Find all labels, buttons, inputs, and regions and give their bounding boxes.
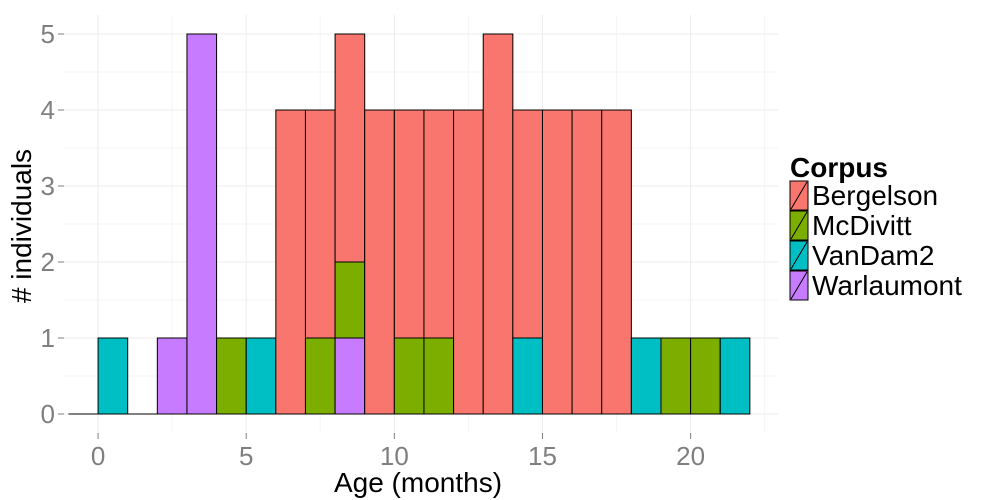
bar-segment-bergelson — [423, 109, 455, 339]
bar-segment-vandam2 — [97, 337, 129, 415]
bar-segment-vandam2 — [245, 337, 277, 415]
bar-segment-warlaumont — [334, 337, 366, 415]
bar-segment-bergelson — [453, 109, 484, 415]
y-tick-label: 5 — [41, 19, 55, 49]
bar-segment-mcdivitt — [304, 337, 336, 415]
y-tick-label: 1 — [41, 323, 55, 353]
x-tick-label: 10 — [380, 441, 409, 471]
bar-segment-bergelson — [275, 109, 306, 415]
bar-segment-bergelson — [304, 109, 336, 339]
axes: 0 1 2 3 4 5 0 5 10 15 20 — [41, 19, 706, 471]
y-tick-label: 2 — [41, 247, 55, 277]
legend: Corpus BergelsonMcDivittVanDam2Warlaumon… — [789, 152, 962, 301]
legend-key-slash — [790, 181, 808, 210]
bar-segment-bergelson — [482, 33, 514, 415]
legend-label-warlaumont: Warlaumont — [812, 270, 962, 301]
x-tick-label: 5 — [239, 441, 253, 471]
bar-segment-bergelson — [571, 109, 603, 415]
bar-segment-bergelson — [512, 109, 543, 339]
bar-segment-mcdivitt — [334, 261, 366, 339]
legend-key-slash — [790, 211, 808, 240]
bar-segment-bergelson — [364, 109, 395, 415]
bar-segment-bergelson — [541, 109, 573, 415]
legend-label-bergelson: Bergelson — [812, 180, 938, 211]
x-tick-label: 0 — [91, 441, 105, 471]
y-tick-label: 3 — [41, 171, 55, 201]
y-tick-label: 0 — [41, 399, 55, 429]
x-axis-title: Age (months) — [334, 467, 502, 498]
bar-segment-warlaumont — [186, 33, 218, 415]
legend-label-mcdivitt: McDivitt — [812, 210, 912, 241]
bar-segment-mcdivitt — [216, 337, 247, 415]
bar-segment-bergelson — [601, 109, 632, 415]
x-tick-label: 20 — [676, 441, 705, 471]
x-tick-label: 15 — [528, 441, 557, 471]
bar-segment-bergelson — [393, 109, 425, 339]
bar-segment-bergelson — [334, 33, 366, 263]
bar-segment-vandam2 — [512, 337, 543, 415]
y-tick-label: 4 — [41, 95, 55, 125]
legend-key-slash — [790, 241, 808, 270]
bar-segment-vandam2 — [719, 337, 751, 415]
bar-segment-mcdivitt — [660, 337, 692, 415]
bar-segment-vandam2 — [630, 337, 662, 415]
y-axis-title: # individuals — [6, 149, 37, 303]
bar-segment-mcdivitt — [690, 337, 721, 415]
bars — [68, 33, 751, 415]
bar-segment-warlaumont — [156, 337, 188, 415]
legend-title: Corpus — [790, 152, 888, 183]
legend-key-slash — [790, 271, 808, 300]
bar-segment-mcdivitt — [393, 337, 425, 415]
legend-label-vandam2: VanDam2 — [812, 240, 934, 271]
bar-segment-mcdivitt — [423, 337, 455, 415]
